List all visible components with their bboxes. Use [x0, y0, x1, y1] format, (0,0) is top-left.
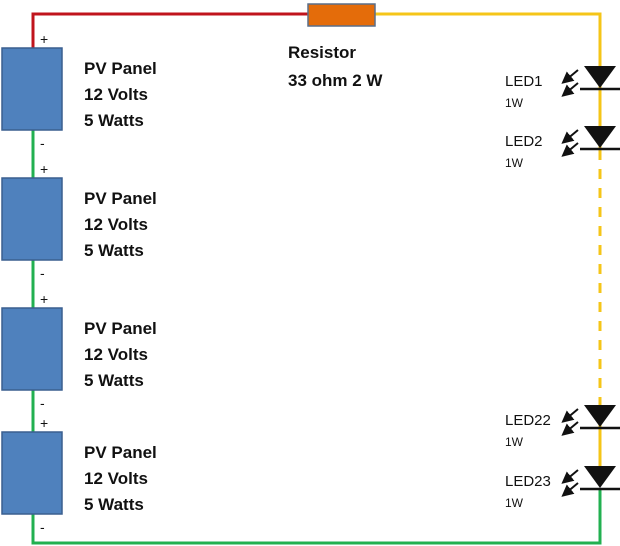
panel-name: PV Panel — [84, 59, 157, 78]
led-diode-icon — [584, 126, 616, 148]
panel-name: PV Panel — [84, 189, 157, 208]
panel-power: 5 Watts — [84, 111, 144, 130]
plus-terminal: + — [40, 161, 48, 177]
minus-terminal: - — [40, 519, 45, 535]
panel-power: 5 Watts — [84, 371, 144, 390]
resistor-value: 33 ohm 2 W — [288, 71, 383, 90]
light-arrow-icon — [561, 82, 579, 97]
positive-wire — [31, 12, 308, 48]
resistor-label: Resistor — [288, 43, 356, 62]
led-power: 1W — [505, 435, 524, 449]
led-label: LED2 — [505, 133, 543, 150]
panel-name: PV Panel — [84, 319, 157, 338]
minus-terminal: - — [40, 265, 45, 281]
panel-voltage: 12 Volts — [84, 469, 148, 488]
panel-voltage: 12 Volts — [84, 85, 148, 104]
led-diode-icon — [584, 66, 616, 88]
light-arrow-icon — [561, 469, 579, 484]
minus-terminal: - — [40, 135, 45, 151]
plus-terminal: + — [40, 415, 48, 431]
plus-terminal: + — [40, 31, 48, 47]
pv-panel — [1, 307, 63, 391]
light-arrow-icon — [561, 69, 579, 84]
led-label: LED22 — [505, 412, 551, 429]
pv-panel — [1, 177, 63, 261]
light-arrow-icon — [561, 482, 579, 497]
led-diode-icon — [584, 466, 616, 488]
light-arrow-icon — [561, 142, 579, 157]
led-diode-icon — [584, 405, 616, 427]
led-power: 1W — [505, 156, 524, 170]
resistor — [307, 3, 376, 27]
pv-panel — [1, 431, 63, 515]
led-label: LED1 — [505, 73, 543, 90]
panel-power: 5 Watts — [84, 495, 144, 514]
panel-name: PV Panel — [84, 443, 157, 462]
pv-panel — [1, 47, 63, 131]
panel-voltage: 12 Volts — [84, 215, 148, 234]
light-arrow-icon — [561, 421, 579, 436]
led-power: 1W — [505, 496, 524, 510]
plus-terminal: + — [40, 291, 48, 307]
led-power: 1W — [505, 96, 524, 110]
panel-power: 5 Watts — [84, 241, 144, 260]
led-wire — [375, 12, 602, 150]
light-arrow-icon — [561, 129, 579, 144]
ground-wire — [31, 490, 602, 545]
wires — [31, 12, 602, 545]
panel-voltage: 12 Volts — [84, 345, 148, 364]
led-label: LED23 — [505, 473, 551, 490]
labels: Resistor 33 ohm 2 W + - PV Panel 12 Volts 5 Wa… — [40, 31, 551, 535]
light-arrow-icon — [561, 408, 579, 423]
minus-terminal: - — [40, 395, 45, 411]
components — [1, 3, 620, 515]
